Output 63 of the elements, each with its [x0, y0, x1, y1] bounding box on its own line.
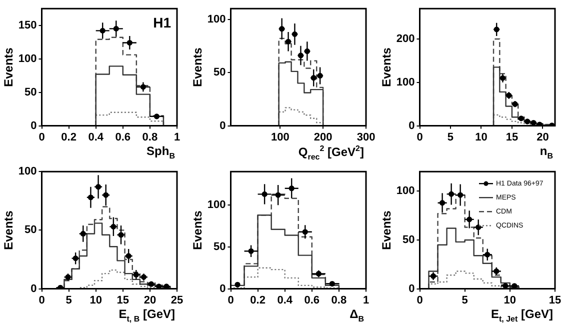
x-tick-label: 0.2 — [61, 131, 76, 144]
x-tick-label: 0.2 — [250, 294, 266, 306]
y-tick-label: 100 — [396, 76, 415, 88]
y-tick-label: 100 — [18, 52, 37, 65]
x-tick-label: 300 — [356, 131, 376, 144]
x-tick-label: 1 — [174, 131, 180, 144]
x-tick-label: 0.6 — [115, 131, 131, 144]
x-tick-label: 5 — [66, 294, 72, 306]
x-tick-label: 0.4 — [88, 131, 104, 144]
y-tick-label: 0 — [220, 120, 226, 132]
y-axis-title: Events — [2, 47, 16, 87]
x-tick-label: 0.4 — [277, 294, 294, 306]
y-tick-label: 0 — [408, 120, 415, 132]
x-tick-label: 0.8 — [142, 131, 158, 144]
y-tick-label: 50 — [24, 224, 37, 236]
x-axis-title: Sph$_{B}$ — [146, 144, 175, 160]
x-axis-title: Q$_{rec}$$^{2}$ [GeV$^{2}$] — [298, 144, 364, 162]
y-tick-label: 50 — [402, 234, 415, 246]
x-tick-label: 20 — [144, 294, 156, 306]
x-axis-title: E$_{t, Jet}$ [GeV] — [490, 307, 553, 324]
x-tick-label: 5 — [447, 131, 454, 144]
y-tick-label: 200 — [396, 33, 415, 46]
x-tick-label: 10 — [504, 294, 516, 306]
annotation: H1 — [153, 14, 172, 30]
y-tick-label: 100 — [18, 166, 37, 178]
y-tick-label: 0 — [408, 282, 415, 295]
y-axis-title: Events — [380, 210, 394, 250]
x-tick-label: 100 — [270, 131, 290, 144]
y-tick-label: 50 — [24, 86, 37, 98]
x-tick-label: 0.8 — [331, 294, 347, 306]
x-axis-title: E$_{t, B}$ [GeV] — [118, 307, 175, 324]
y-tick-label: 50 — [214, 66, 226, 79]
x-tick-label: 200 — [314, 131, 332, 144]
y-tick-label: 50 — [214, 240, 226, 253]
y-axis-title: Events — [380, 47, 394, 87]
y-tick-label: 100 — [396, 185, 415, 198]
x-tick-label: 10 — [475, 131, 488, 144]
point — [234, 282, 240, 288]
x-tick-label: 15 — [116, 294, 130, 306]
y-axis-title: Events — [2, 210, 16, 250]
x-tick-label: 0 — [416, 131, 423, 144]
x-tick-label: 20 — [536, 131, 549, 144]
x-axis-title: Δ$_{B}$ — [350, 307, 364, 324]
x-tick-label: 0 — [38, 131, 45, 144]
y-tick-label: 0 — [30, 120, 37, 132]
y-tick-label: 0 — [220, 282, 226, 295]
x-tick-label: 0 — [416, 294, 423, 306]
x-tick-label: 25 — [170, 294, 184, 306]
x-tick-label: 0 — [228, 294, 234, 306]
x-tick-label: 5 — [462, 294, 468, 306]
x-tick-label: 10 — [90, 294, 102, 306]
y-tick-label: 100 — [207, 13, 226, 26]
x-tick-label: 15 — [548, 294, 562, 306]
x-tick-label: 15 — [506, 131, 518, 144]
y-tick-label: 0 — [30, 282, 37, 295]
y-tick-label: 150 — [18, 19, 37, 32]
x-axis-title: n$_{B}$ — [540, 144, 553, 160]
y-axis-title: Events — [190, 47, 205, 87]
y-axis-title: Events — [190, 210, 205, 250]
x-tick-label: 0.6 — [304, 294, 320, 306]
x-tick-label: 1 — [362, 294, 370, 306]
y-tick-label: 100 — [207, 199, 226, 212]
x-tick-label: 0 — [38, 294, 45, 306]
